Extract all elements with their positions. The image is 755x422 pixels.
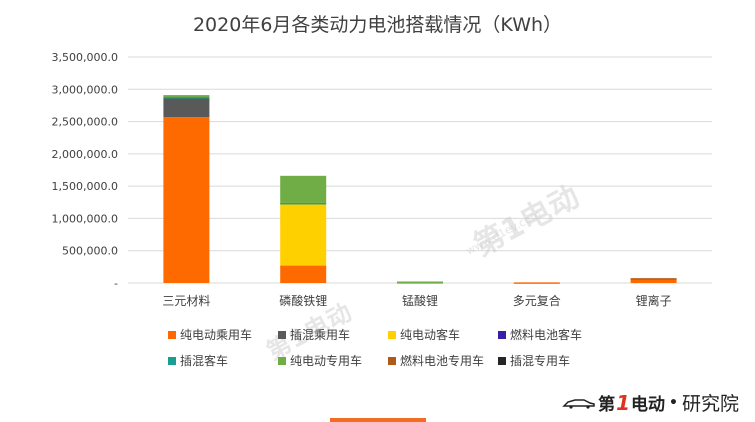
legend-swatch <box>278 330 286 339</box>
brand-separator: • <box>669 394 678 411</box>
brand-prefix: 第 <box>598 395 616 415</box>
brand-logo: 第 1 电动 • 研究院 <box>562 389 739 416</box>
x-tick-label: 锂离子 <box>636 293 672 308</box>
legend-label: 插混专用车 <box>510 354 571 368</box>
chart-title: 2020年6月各类动力电池搭载情况（KWh） <box>192 14 563 36</box>
legend-item: 燃料电池客车 <box>498 326 608 343</box>
legend-swatch <box>498 356 506 365</box>
bar-segment <box>280 265 327 283</box>
x-tick-label: 锰酸锂 <box>402 293 438 308</box>
x-tick-label: 磷酸铁锂 <box>279 293 327 308</box>
legend-label: 纯电动乘用车 <box>180 328 253 342</box>
y-tick-label: - <box>114 277 118 290</box>
legend-item: 插混客车 <box>168 352 278 369</box>
brand-suffix: 电动 <box>631 395 666 415</box>
y-tick-label: 500,000.0 <box>62 245 118 258</box>
legend-swatch <box>168 356 176 365</box>
x-tick-label: 三元材料 <box>162 294 210 308</box>
legend-swatch <box>278 356 286 365</box>
legend-swatch <box>168 330 176 339</box>
legend-swatch <box>498 330 506 339</box>
y-tick-label: 3,500,000.0 <box>52 51 118 64</box>
legend-label: 纯电动专用车 <box>290 354 363 368</box>
bar-segment <box>163 97 210 99</box>
legend-item: 插混专用车 <box>498 352 608 369</box>
legend-item: 燃料电池专用车 <box>388 352 498 369</box>
bar-segment <box>280 203 327 266</box>
brand-research: 研究院 <box>681 393 739 415</box>
legend-item: 插混乘用车 <box>278 326 388 343</box>
bar-stacks <box>163 95 677 284</box>
legend-label: 插混客车 <box>180 354 229 368</box>
y-tick-label: 1,500,000.0 <box>52 180 118 193</box>
brand-number: 1 <box>616 390 631 415</box>
bar-segment <box>163 95 210 98</box>
bar-segment <box>513 282 560 284</box>
legend-item: 纯电动专用车 <box>278 352 388 369</box>
bar-segment <box>397 281 443 284</box>
x-tick-label: 多元复合 <box>513 293 561 308</box>
bar-segment <box>630 278 677 280</box>
bar-segment <box>630 279 677 283</box>
legend-label: 燃料电池专用车 <box>400 354 485 368</box>
legend-swatch <box>388 330 396 339</box>
y-tick-label: 3,000,000.0 <box>52 83 118 96</box>
y-tick-label: 2,000,000.0 <box>52 148 118 161</box>
grid-lines <box>128 56 712 284</box>
y-tick-label: 2,500,000.0 <box>52 116 118 129</box>
bar-segment <box>280 175 327 203</box>
legend-item: 纯电动客车 <box>388 326 498 343</box>
legend-label: 纯电动客车 <box>400 328 461 342</box>
legend-row: 插混客车 纯电动专用车 燃料电池专用车 插混专用车 <box>168 352 608 369</box>
scroll-indicator <box>330 418 426 422</box>
y-axis-tick-labels: - 500,000.0 1,000,000.0 1,500,000.0 2,000,00… <box>52 51 119 290</box>
x-axis-tick-labels: 三元材料 磷酸铁锂 锰酸锂 多元复合 锂离子 <box>162 293 671 308</box>
y-tick-label: 1,000,000.0 <box>52 212 118 225</box>
bar-segment <box>163 98 210 118</box>
legend-label: 燃料电池客车 <box>510 328 583 342</box>
bar-segment <box>280 202 327 205</box>
car-icon <box>562 398 595 409</box>
legend-label: 插混乘用车 <box>290 328 351 342</box>
legend-row: 纯电动乘用车 插混乘用车 纯电动客车 燃料电池客车 <box>168 326 608 343</box>
legend-item: 纯电动乘用车 <box>168 326 278 343</box>
legend-swatch <box>388 356 396 365</box>
bar-segment <box>163 117 210 284</box>
